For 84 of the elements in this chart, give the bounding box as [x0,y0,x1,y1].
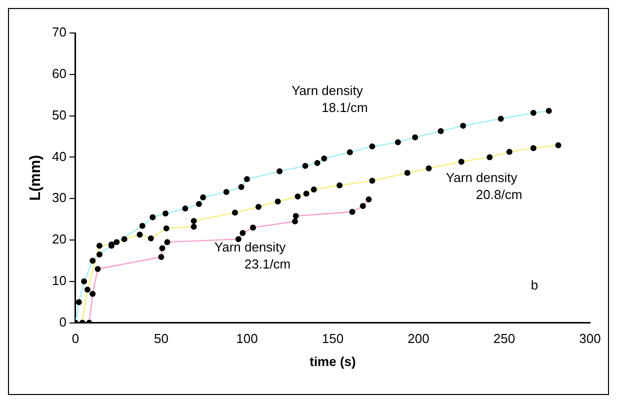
x-tick-label: 0 [72,331,80,346]
point [250,224,256,231]
point [404,170,410,176]
point [223,188,230,195]
point [232,210,238,216]
point [369,143,376,150]
y-tick-label: 0 [59,314,66,330]
point [412,134,418,140]
y-tick-label: 30 [52,190,66,206]
point [158,254,164,260]
point [196,200,202,207]
point [121,236,128,242]
point [294,194,301,200]
x-tick-label: 300 [579,331,601,346]
point [276,168,283,174]
point [76,299,82,306]
x-tick-label: 250 [493,331,516,346]
y-tick-label: 50 [52,107,66,122]
point [114,239,120,246]
point [274,198,281,204]
point [96,242,102,249]
x-tick-label: 200 [408,331,430,346]
point [292,218,298,224]
point [321,155,328,162]
x-tick-label: 100 [236,331,258,346]
point [498,116,504,122]
point [360,203,366,210]
point [139,222,146,229]
point [240,230,246,236]
point [162,210,169,217]
point [460,122,466,129]
point [96,251,102,258]
y-tick-label: 40 [52,148,66,164]
point [164,239,170,246]
y-tick-label: 20 [52,232,66,247]
point [163,225,170,232]
point [84,286,90,293]
point [438,128,444,134]
y-tick-label: 10 [52,272,66,288]
x-tick-label: 150 [322,331,344,346]
point [244,176,250,182]
point [426,165,432,172]
point [94,266,101,272]
point [555,142,562,148]
point [150,214,156,220]
point [546,108,552,114]
point [458,158,464,165]
series-label: Yarn density 20.8/cm [446,170,522,202]
x-axis-title: time (s) [310,354,356,369]
point [346,149,353,156]
x-tick-label: 50 [154,331,168,346]
point [136,232,143,238]
point [235,236,242,242]
point [530,145,536,152]
point [530,110,536,116]
point [394,139,401,146]
point [336,182,343,188]
point [292,212,299,219]
point [486,154,493,160]
point [506,148,512,155]
point [148,235,154,242]
point [159,245,166,252]
point [349,208,356,215]
point [81,278,88,284]
point [310,186,317,192]
point [238,184,244,190]
point [90,290,96,297]
y-axis-title: L(mm) [27,154,44,201]
point [200,194,206,200]
point [90,258,96,264]
point [314,160,320,166]
point [366,196,372,202]
point [190,218,197,224]
annotation: b [530,277,538,292]
y-tick-label: 60 [52,66,66,81]
point [302,162,308,169]
text: Yarn density 18.1/cm [292,83,368,116]
point [255,204,262,210]
point [303,190,310,197]
point [182,206,188,212]
series-label: Yarn density 23.1/cm [214,240,291,272]
point [190,224,197,230]
point [369,178,376,184]
y-tick-label: 70 [52,24,66,40]
